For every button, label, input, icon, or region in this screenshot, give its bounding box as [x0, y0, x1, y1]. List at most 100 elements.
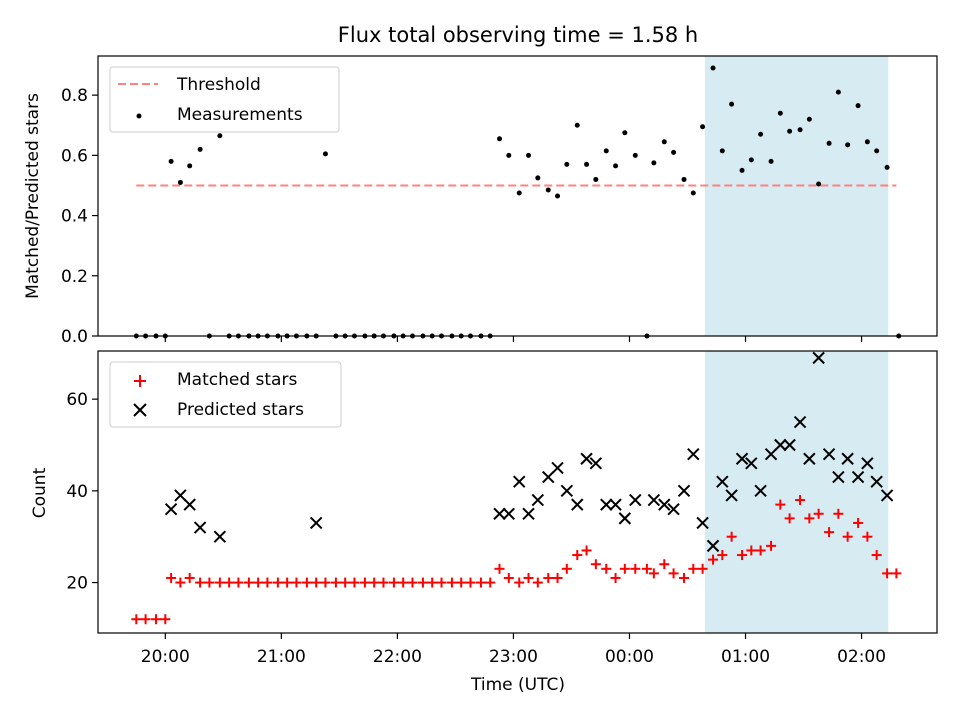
predicted-star-marker: [783, 438, 796, 452]
matched-star-marker: [610, 572, 621, 583]
x-tick-label: 01:00: [721, 647, 770, 667]
matched-star-marker: [330, 577, 341, 588]
matched-star-marker: [737, 550, 748, 561]
predicted-star-marker: [502, 507, 516, 520]
top-y-tick-label: 0.6: [61, 146, 88, 166]
matched-star-marker: [824, 527, 835, 538]
measurement-point: [777, 110, 783, 116]
matched-star-marker: [648, 568, 659, 579]
matched-star-marker: [543, 572, 554, 583]
measurement-point: [593, 176, 599, 182]
matched-star-marker: [195, 577, 206, 588]
measurement-point: [700, 124, 706, 130]
legend-matched-label: Matched stars: [177, 370, 297, 390]
matched-star-marker: [131, 614, 142, 625]
predicted-star-marker: [580, 452, 593, 465]
bottom-axes-frame: [97, 350, 938, 634]
predicted-star-marker: [174, 489, 187, 502]
measurement-point: [632, 152, 638, 158]
legend-matched-swatch: [134, 375, 146, 387]
matched-star-marker: [214, 577, 225, 588]
matched-star-marker: [552, 572, 563, 583]
measurement-point: [768, 158, 774, 164]
predicted-star-marker: [309, 516, 323, 530]
matched-star-marker: [301, 577, 312, 588]
measurement-point: [710, 65, 716, 71]
measurement-point: [187, 163, 193, 169]
matched-star-marker: [369, 577, 380, 588]
predicted-star-marker: [735, 452, 749, 465]
matched-star-marker: [494, 563, 505, 574]
matched-star-marker: [784, 513, 795, 524]
top-legend: Threshold Measurements: [109, 66, 340, 133]
matched-star-marker: [862, 531, 873, 542]
predicted-star-marker: [677, 484, 691, 498]
matched-star-marker: [378, 577, 389, 588]
matched-star-marker: [630, 563, 641, 574]
predicted-star-marker: [793, 415, 807, 429]
predicted-star-marker: [609, 498, 622, 511]
matched-star-marker: [243, 577, 254, 588]
matched-star-marker: [668, 568, 679, 579]
predicted-star-marker: [513, 475, 526, 488]
matched-star-marker: [160, 614, 171, 625]
matched-star-marker: [572, 550, 583, 561]
matched-star-marker: [891, 568, 902, 579]
bottom-panel: 20 40 60 20:00 21:00 22:00 23:00 00:00 01:00 02:…: [30, 350, 938, 695]
matched-star-marker: [291, 577, 302, 588]
matched-star-marker: [262, 577, 273, 588]
matched-star-marker: [427, 577, 438, 588]
measurement-point: [681, 176, 687, 182]
bottom-y-tick-label: 40: [66, 482, 88, 502]
legend-predicted-swatch: [133, 403, 147, 417]
predicted-star-marker: [880, 489, 894, 502]
measurement-point: [535, 175, 541, 181]
matched-star-marker: [688, 563, 699, 574]
matched-star-marker: [590, 559, 601, 570]
measurement-point: [217, 133, 223, 139]
predicted-star-marker: [706, 539, 720, 553]
measurement-point: [555, 193, 561, 199]
x-tick-label: 02:00: [837, 647, 886, 667]
measurement-point: [497, 136, 503, 142]
top-axes-frame: [97, 55, 938, 337]
matched-star-marker: [561, 563, 572, 574]
measurement-point: [613, 163, 619, 169]
matched-star-marker: [726, 531, 737, 542]
measurement-point: [516, 190, 522, 196]
legend-threshold-label: Threshold: [176, 75, 261, 95]
predicted-star-marker: [551, 461, 564, 475]
measurement-point: [651, 160, 657, 166]
matched-star-marker: [775, 499, 786, 510]
measurement-point: [864, 139, 870, 145]
matched-star-marker: [581, 545, 592, 556]
matched-star-marker: [349, 577, 360, 588]
top-panel: 0.00.20.40.60.8 Matched/Predicted stars …: [23, 55, 938, 347]
matched-star-marker: [446, 577, 457, 588]
legend-measurement-swatch: [136, 113, 142, 119]
matched-star-marker: [795, 495, 806, 506]
predicted-star-marker: [183, 498, 196, 511]
matched-star-marker: [853, 517, 864, 528]
matched-star-marker: [465, 577, 476, 588]
measurement-point: [855, 103, 861, 109]
measurement-point: [322, 151, 328, 157]
matched-star-marker: [708, 554, 719, 565]
matched-star-marker: [532, 577, 543, 588]
predicted-star-marker: [542, 470, 555, 484]
predicted-star-marker: [531, 493, 545, 507]
predicted-star-marker: [841, 452, 854, 465]
predicted-star-marker: [803, 452, 816, 465]
matched-star-marker: [804, 513, 815, 524]
measurement-point: [729, 101, 735, 107]
measurement-point: [690, 190, 696, 196]
top-y-tick-label: 0.0: [61, 327, 88, 347]
predicted-star-marker: [716, 475, 729, 488]
measurement-point: [826, 140, 832, 146]
matched-star-marker: [151, 614, 162, 625]
matched-star-marker: [882, 568, 893, 579]
measurement-point: [748, 157, 754, 163]
measurement-point: [168, 158, 174, 164]
predicted-star-marker: [560, 484, 574, 498]
